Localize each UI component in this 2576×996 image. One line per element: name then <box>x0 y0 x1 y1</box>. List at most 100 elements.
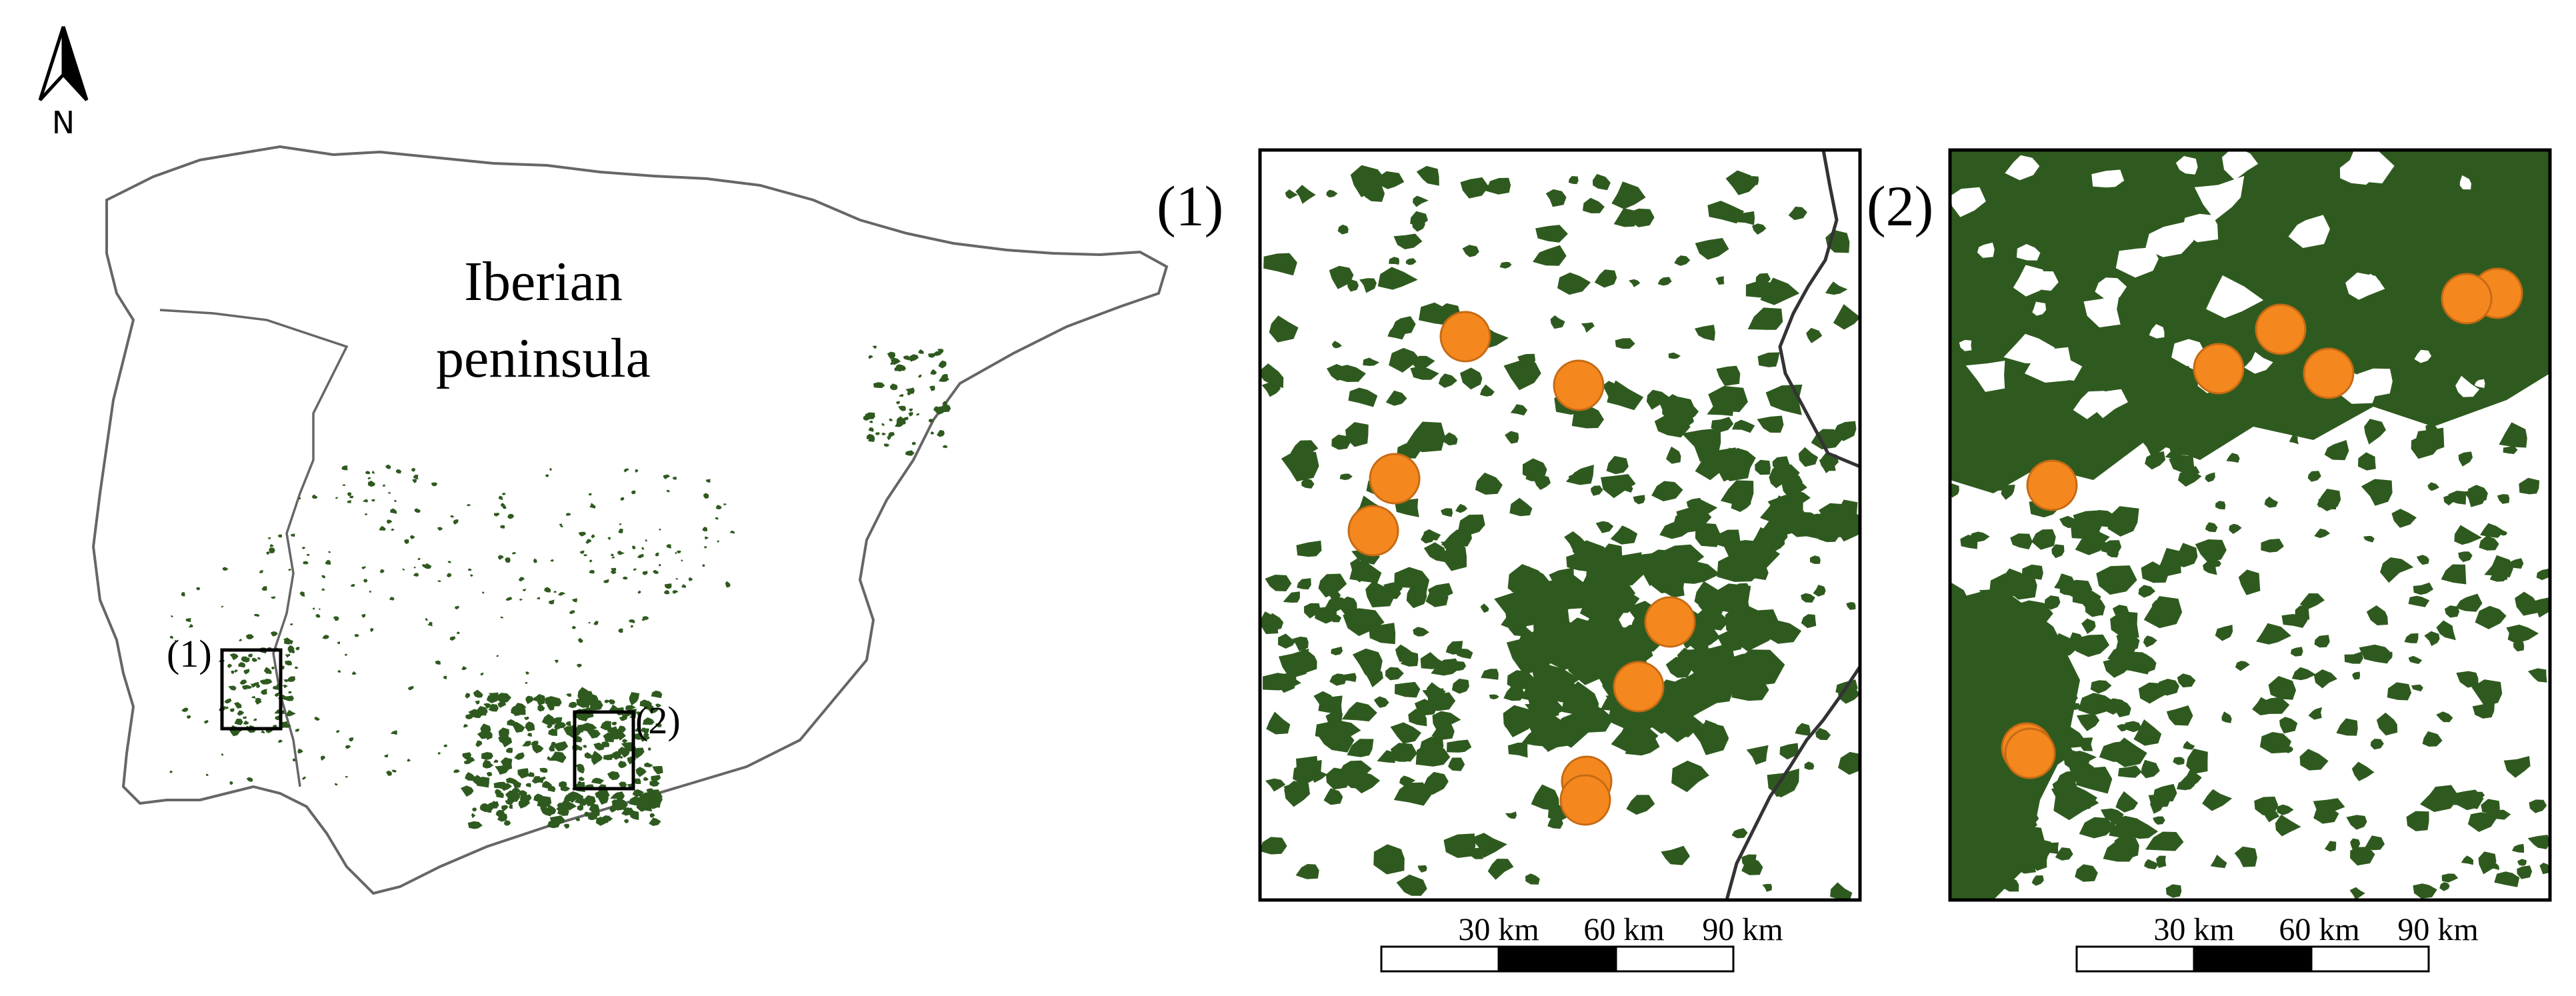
vegetation-speckle <box>322 635 329 639</box>
vegetation-speckle <box>578 777 585 781</box>
site-marker <box>2255 303 2307 355</box>
vegetation-patch <box>1301 478 1315 489</box>
vegetation-patch <box>1629 279 1641 287</box>
vegetation-patch <box>2503 445 2518 455</box>
vegetation-patch <box>1413 195 1429 207</box>
vegetation-speckle <box>333 616 339 621</box>
vegetation-speckle <box>306 553 310 556</box>
vegetation-patch <box>1406 583 1427 609</box>
vegetation-speckle <box>937 429 945 437</box>
vegetation-speckle <box>263 679 273 685</box>
vegetation-patch <box>1715 276 1725 285</box>
vegetation-patch <box>2352 671 2361 680</box>
vegetation-speckle <box>675 552 677 555</box>
vegetation-speckle <box>463 724 469 728</box>
vegetation-speckle <box>611 721 617 726</box>
vegetation-patch <box>1263 253 1297 276</box>
vegetation-speckle <box>514 752 525 760</box>
vegetation-patch <box>1713 529 1741 549</box>
vegetation-patch <box>2031 529 2056 550</box>
vegetation-patch <box>1991 691 2023 714</box>
vegetation-speckle <box>623 468 629 473</box>
vegetation-patch <box>1685 653 1717 678</box>
vegetation-patch <box>2539 863 2550 875</box>
vegetation-speckle <box>716 505 722 509</box>
vegetation-speckle <box>384 754 389 758</box>
vegetation-speckle <box>523 716 529 721</box>
vegetation-patch <box>1695 523 1721 547</box>
vegetation-speckle <box>354 634 359 637</box>
vegetation-speckle <box>205 773 209 777</box>
panel-2-scale-label-2: 60 km <box>2279 912 2359 947</box>
vegetation-speckle <box>365 513 368 516</box>
vegetation-patch <box>1462 245 1479 257</box>
vegetation-speckle <box>341 465 348 471</box>
vegetation-patch <box>1260 363 1284 389</box>
vegetation-patch <box>1686 497 1705 511</box>
vegetation-patch <box>1746 745 1769 765</box>
vegetation-speckle <box>393 499 397 502</box>
vegetation-speckle <box>896 416 906 426</box>
vegetation-speckle <box>301 776 306 780</box>
vegetation-patch <box>1765 384 1803 415</box>
vegetation-speckle <box>583 554 588 557</box>
vegetation-patch <box>1475 472 1503 495</box>
vegetation-patch <box>1389 257 1399 265</box>
vegetation-speckle <box>502 493 506 495</box>
vegetation-patch <box>2370 739 2384 750</box>
vegetation-speckle <box>278 534 282 538</box>
vegetation-speckle <box>303 561 309 565</box>
vegetation-speckle <box>651 775 661 783</box>
vegetation-speckle <box>507 513 515 519</box>
vegetation-speckle <box>537 597 540 600</box>
vegetation-speckle <box>612 751 622 760</box>
panel-2-sites <box>2001 267 2523 779</box>
panel-2-scale-label-3: 90 km <box>2397 912 2478 947</box>
vegetation-patch <box>2363 536 2375 543</box>
vegetation-patch <box>1830 882 1853 900</box>
vegetation-patch <box>2252 697 2275 715</box>
vegetation-speckle <box>487 771 493 777</box>
vegetation-speckle <box>619 523 622 525</box>
vegetation-patch <box>1760 277 1800 305</box>
vegetation-patch <box>1825 281 1848 295</box>
vegetation-patch <box>1533 245 1567 266</box>
vegetation-patch <box>2180 769 2202 789</box>
vegetation-patch <box>1752 223 1767 235</box>
vegetation-speckle <box>663 474 671 479</box>
vegetation-patch <box>1296 540 1322 557</box>
vegetation-speckle <box>591 534 595 539</box>
vegetation-patch <box>2235 661 2250 671</box>
vegetation-speckle <box>649 813 655 818</box>
vegetation-patch <box>1331 646 1343 655</box>
vegetation-patch <box>2455 593 2483 612</box>
vegetation-patch <box>1695 238 1729 260</box>
vegetation-patch <box>1269 315 1299 343</box>
vegetation-speckle <box>482 591 485 594</box>
vegetation-patch <box>1325 767 1352 790</box>
vegetation-speckle <box>723 503 727 505</box>
vegetation-patch <box>2021 564 2043 580</box>
vegetation-patch <box>1389 347 1420 373</box>
vegetation-patch <box>2299 749 2329 771</box>
vegetation-speckle <box>621 749 630 758</box>
site-marker <box>2193 343 2245 395</box>
vegetation-patch <box>1480 603 1489 613</box>
vegetation-patch <box>1525 873 1540 885</box>
vegetation-patch <box>1651 712 1677 734</box>
vegetation-speckle <box>465 772 475 781</box>
vegetation-speckle <box>169 770 173 773</box>
vegetation-speckle <box>402 568 405 571</box>
vegetation-patch <box>2045 633 2077 657</box>
vegetation-speckle <box>261 730 265 734</box>
vegetation-patch <box>2358 452 2376 471</box>
clearing-patch <box>1950 187 1986 217</box>
vegetation-speckle <box>553 591 557 593</box>
vegetation-speckle <box>427 621 433 627</box>
vegetation-speckle <box>480 672 484 676</box>
clearing-patch <box>1959 339 1972 351</box>
vegetation-speckle <box>566 791 583 803</box>
vegetation-speckle <box>337 670 341 673</box>
vegetation-speckle <box>425 617 428 621</box>
clearing-patch <box>2244 351 2273 374</box>
